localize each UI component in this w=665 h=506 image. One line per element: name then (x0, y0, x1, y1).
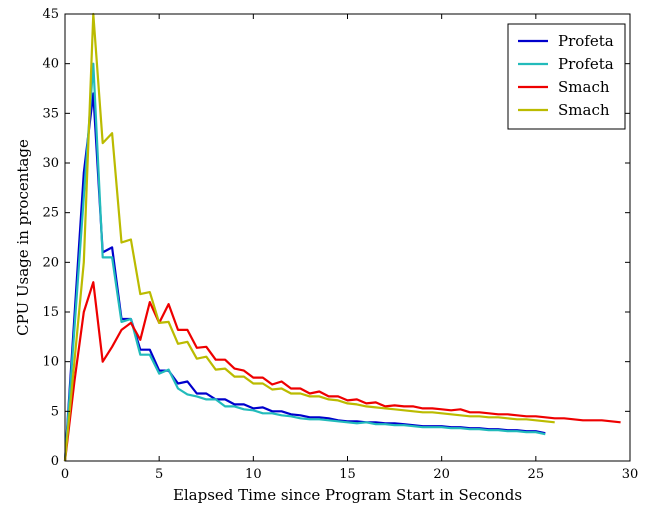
y-tick-label: 0 (51, 454, 59, 469)
x-tick-label: 15 (339, 467, 356, 482)
series-layer (63, 12, 621, 462)
legend-label-2: Profeta (558, 55, 614, 73)
y-tick-label: 15 (42, 305, 59, 320)
x-tick-label: 25 (528, 467, 545, 482)
y-tick-label: 45 (42, 7, 59, 22)
series-line-2 (63, 62, 546, 462)
x-axis-label: Elapsed Time since Program Start in Seco… (173, 486, 522, 504)
axis-ticks: 0 5 10 15 20 25 30 0 5 10 15 20 25 30 35 40 45 (42, 7, 638, 482)
x-tick-label: 10 (245, 467, 262, 482)
x-tick-label: 0 (61, 467, 69, 482)
y-tick-label: 25 (42, 206, 59, 221)
y-tick-label: 5 (51, 404, 59, 419)
legend-label-3: Smach (558, 78, 610, 96)
series-line-4 (63, 12, 555, 462)
x-tick-label: 30 (622, 467, 639, 482)
y-axis-label: CPU Usage in procentage (14, 139, 32, 336)
x-tick-label: 20 (433, 467, 450, 482)
legend-label-4: Smach (558, 101, 610, 119)
legend-label-1: Profeta (558, 32, 614, 50)
y-tick-label: 30 (42, 156, 59, 171)
series-line-3 (63, 281, 621, 462)
y-tick-label: 40 (42, 57, 59, 72)
x-tick-label: 5 (155, 467, 163, 482)
y-tick-label: 35 (42, 106, 59, 121)
legend: Profeta Profeta Smach Smach (507, 23, 626, 130)
y-tick-label: 10 (42, 355, 59, 370)
y-tick-label: 20 (42, 255, 59, 270)
